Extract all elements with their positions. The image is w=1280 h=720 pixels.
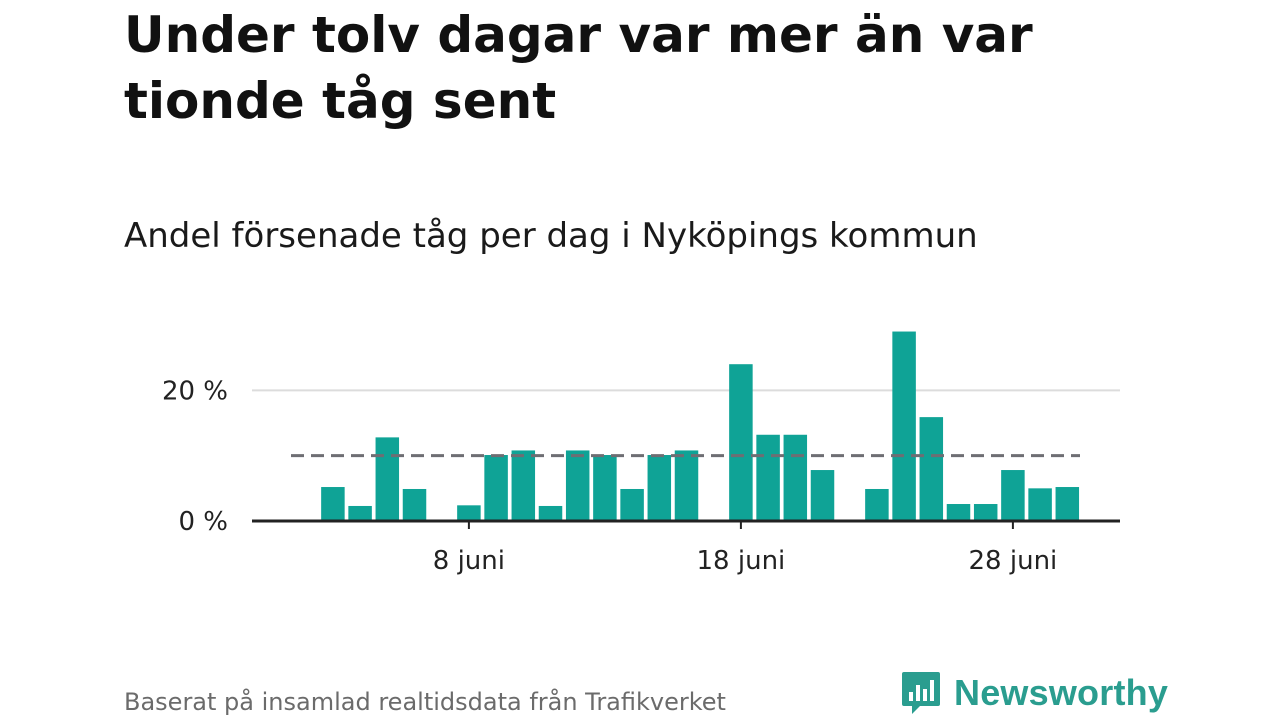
source-note: Baserat på insamlad realtidsdata från Tr… <box>124 688 726 716</box>
bars <box>321 331 1080 521</box>
bar <box>674 450 699 521</box>
bar <box>946 504 971 521</box>
axes: 8 juni 18 juni 28 juni <box>252 519 1120 576</box>
bar <box>919 417 944 521</box>
grid-lines: 0 % 20 % <box>162 376 1120 537</box>
bar <box>321 487 345 521</box>
chart-title: Under tolv dagar var mer än var tionde t… <box>124 6 1033 130</box>
bar <box>484 455 508 521</box>
bar <box>1001 470 1025 521</box>
bar <box>402 488 427 521</box>
bar <box>457 505 481 521</box>
bar <box>1055 487 1080 521</box>
brand-logo-block: Newsworthy <box>900 670 1168 716</box>
bar <box>620 488 644 521</box>
bar <box>348 505 372 521</box>
bar <box>865 488 889 521</box>
x-tick-label: 8 juni <box>433 546 505 576</box>
bar-chart: 0 % 20 % 8 juni 18 juni 28 juni <box>162 331 1120 576</box>
bar <box>729 364 753 521</box>
bar <box>783 434 808 521</box>
bar <box>647 455 672 521</box>
x-tick-label: 18 juni <box>697 546 786 576</box>
y-tick-label: 0 % <box>178 507 228 537</box>
bar <box>375 437 400 521</box>
y-tick-label: 20 % <box>162 376 228 406</box>
bar <box>593 455 617 521</box>
bar <box>1028 488 1052 521</box>
bar <box>756 434 780 521</box>
newsworthy-logo-icon <box>902 672 940 714</box>
bar <box>973 504 998 521</box>
chart-subtitle: Andel försenade tåg per dag i Nyköpings … <box>124 216 978 256</box>
bar <box>810 470 835 521</box>
bar <box>565 450 590 521</box>
bar <box>892 331 916 521</box>
x-tick-label: 28 juni <box>969 546 1058 576</box>
bar <box>538 505 563 521</box>
bar <box>511 450 536 521</box>
brand-name: Newsworthy <box>954 672 1169 713</box>
